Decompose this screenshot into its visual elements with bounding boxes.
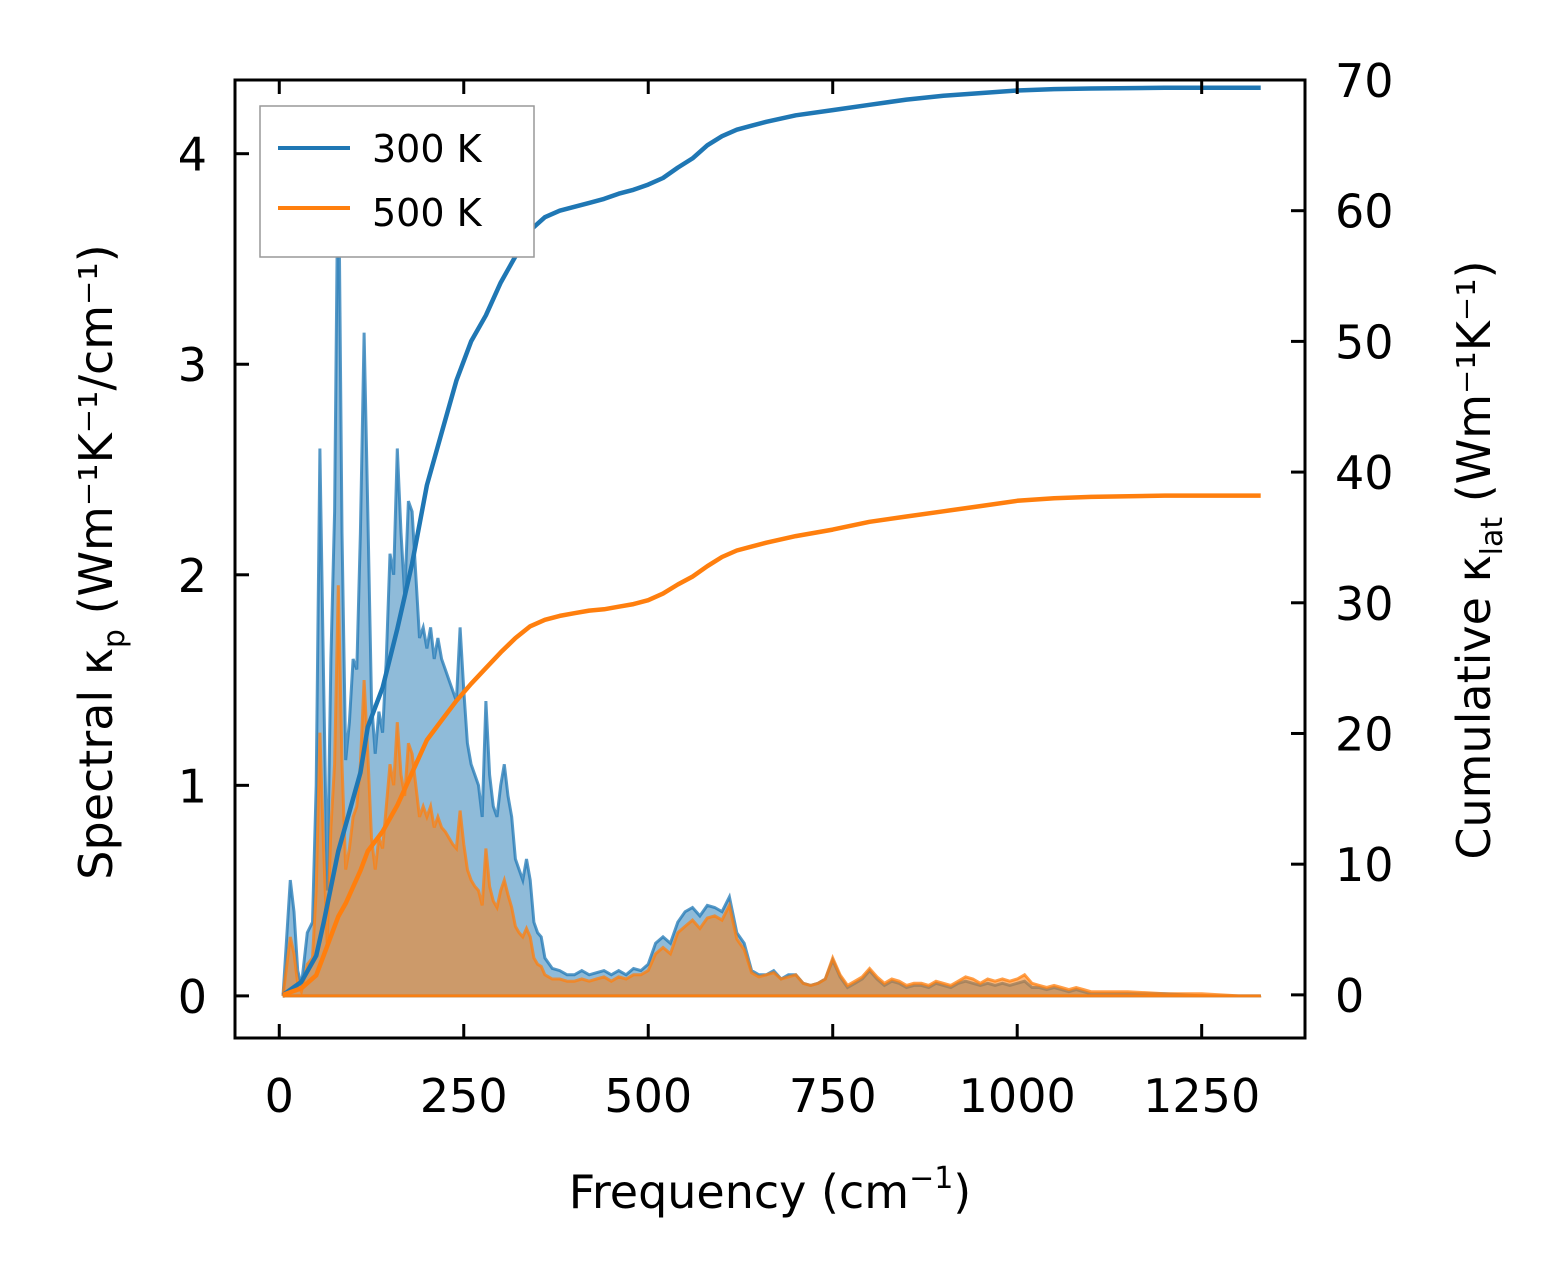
x-tick-label: 250: [420, 1069, 508, 1123]
cumulative-line-500k: [282, 493, 1261, 998]
cumulative-line-layer: [281, 85, 1261, 998]
y-left-tick-label: 3: [178, 338, 207, 392]
y-axis-left: 0 1 2 3 4: [178, 128, 249, 1024]
legend: 300 K 500 K: [259, 105, 535, 258]
x-tick-label: 750: [789, 1069, 877, 1123]
plot-frame: [233, 78, 1307, 1040]
y-axis-right-label: Cumulative κlat (Wm⁻¹K⁻¹): [1447, 260, 1510, 859]
y-right-tick-label: 70: [1335, 54, 1394, 108]
y-left-tick-label: 1: [178, 759, 207, 813]
legend-frame: [259, 105, 535, 258]
x-tick-label: 500: [604, 1069, 692, 1123]
y-right-tick-label: 0: [1335, 969, 1364, 1023]
y-right-tick-label: 30: [1335, 577, 1394, 631]
spectral-area-500k: [281, 585, 1262, 998]
spectral-area-layer: [281, 128, 1262, 998]
y-right-tick-label: 60: [1335, 185, 1394, 239]
y-left-tick-label: 0: [178, 970, 207, 1024]
y-right-tick-label: 10: [1335, 838, 1394, 892]
y-right-tick-label: 20: [1335, 707, 1394, 761]
x-tick-label: 0: [265, 1069, 294, 1123]
y-right-tick-label: 40: [1335, 446, 1394, 500]
x-tick-label: 1000: [959, 1069, 1076, 1123]
x-axis: 0 250 500 750 1000 1250: [265, 80, 1260, 1123]
y-right-tick-label: 50: [1335, 315, 1394, 369]
y-axis-left-label: Spectral κp (Wm⁻¹K⁻¹/cm⁻¹): [69, 244, 132, 879]
legend-label-500k: 500 K: [372, 191, 483, 235]
y-axis-right: 0 10 20 30 40 50 60 70: [1291, 54, 1394, 1023]
legend-label-300k: 300 K: [372, 127, 483, 171]
y-left-tick-label: 4: [178, 128, 207, 182]
y-left-tick-label: 2: [178, 549, 207, 603]
cumulative-line-300k: [281, 85, 1261, 997]
x-axis-label: Frequency (cm−1): [569, 1161, 972, 1219]
x-tick-label: 1250: [1143, 1069, 1260, 1123]
